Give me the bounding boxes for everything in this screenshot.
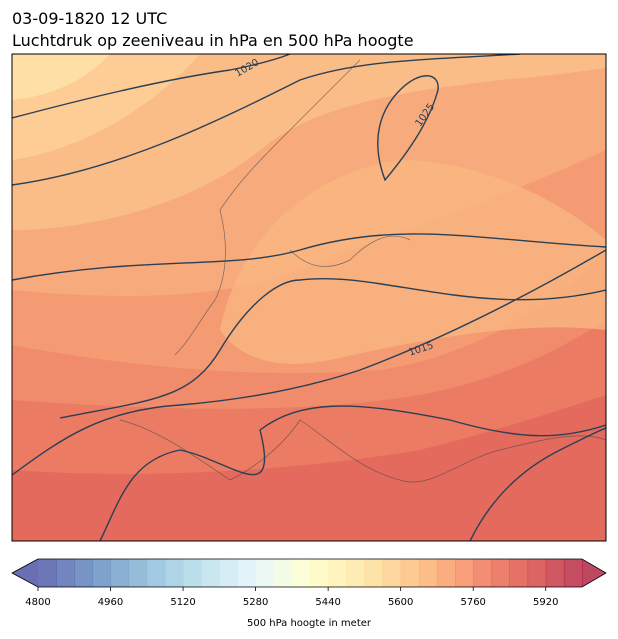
colorbar-cell bbox=[364, 559, 384, 587]
colorbar-cell bbox=[400, 559, 420, 587]
colorbar-cell bbox=[237, 559, 257, 587]
title: 03-09-1820 12 UTC bbox=[12, 9, 167, 28]
band bbox=[12, 54, 606, 230]
colorbar-cell bbox=[436, 559, 456, 587]
colorbar-cell bbox=[110, 559, 130, 587]
colorbar-cell bbox=[328, 559, 347, 587]
colorbar-cell bbox=[346, 559, 365, 587]
colorbar: 4800 4960 5120 5280 5440 5600 5760 5920 bbox=[11, 558, 607, 608]
coastline bbox=[119, 59, 606, 483]
colorbar-tick-label: 5440 bbox=[315, 597, 340, 608]
isobar bbox=[377, 75, 439, 182]
isobar bbox=[59, 277, 606, 419]
colorbar-cell bbox=[310, 559, 329, 587]
colorbar-cell bbox=[545, 559, 565, 587]
colorbar-cell bbox=[219, 559, 238, 587]
colorbar-tick-label: 5760 bbox=[460, 597, 485, 608]
subtitle: Luchtdruk op zeeniveau in hPa en 500 hPa… bbox=[12, 31, 414, 50]
isobar bbox=[12, 233, 606, 281]
colorbar-cell bbox=[473, 559, 492, 587]
isobar bbox=[12, 54, 521, 186]
colorbar-cell bbox=[128, 559, 148, 587]
band bbox=[12, 54, 110, 100]
isobar bbox=[469, 427, 606, 541]
colorbar-cell bbox=[146, 559, 166, 587]
colorbar-outline bbox=[11, 558, 607, 588]
band bbox=[220, 160, 606, 364]
map bbox=[12, 54, 606, 541]
isobar bbox=[99, 405, 606, 541]
colorbar-cell bbox=[92, 559, 112, 587]
colorbar-tick-label: 5120 bbox=[170, 597, 195, 608]
colorbar-cell bbox=[201, 559, 220, 587]
colorbar-cell bbox=[455, 559, 474, 587]
colorbar-cell bbox=[38, 559, 57, 587]
isobar bbox=[12, 54, 291, 119]
colorbar-cell bbox=[509, 559, 529, 587]
colorbar-tick-label: 5920 bbox=[533, 597, 558, 608]
colorbar-cell bbox=[491, 559, 510, 587]
colorbar-cell bbox=[56, 559, 75, 587]
colorbar-label: 500 hPa hoogte in meter bbox=[247, 618, 372, 629]
colorbar-extend bbox=[582, 559, 606, 587]
colorbar-cell bbox=[255, 559, 275, 587]
colorbar-cell bbox=[382, 559, 402, 587]
colorbar-extend bbox=[12, 559, 38, 587]
colorbar-cell bbox=[418, 559, 438, 587]
map-frame bbox=[11, 53, 607, 542]
colorbar-cell bbox=[183, 559, 202, 587]
colorbar-cell bbox=[527, 559, 547, 587]
colorbar-cell bbox=[164, 559, 184, 587]
colorbar-tick-label: 4960 bbox=[98, 597, 123, 608]
colorbar-tick-label: 5600 bbox=[388, 597, 413, 608]
colorbar-cell bbox=[273, 559, 293, 587]
isobar bbox=[12, 249, 606, 476]
colorbar-cell bbox=[291, 559, 311, 587]
colorbar-cell bbox=[563, 559, 583, 587]
colorbar-tick-label: 5280 bbox=[243, 597, 268, 608]
colorbar-tick-label: 4800 bbox=[25, 597, 50, 608]
colorbar-cell bbox=[74, 559, 93, 587]
